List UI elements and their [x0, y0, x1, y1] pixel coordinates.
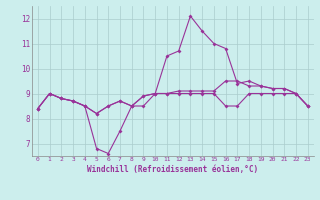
X-axis label: Windchill (Refroidissement éolien,°C): Windchill (Refroidissement éolien,°C): [87, 165, 258, 174]
